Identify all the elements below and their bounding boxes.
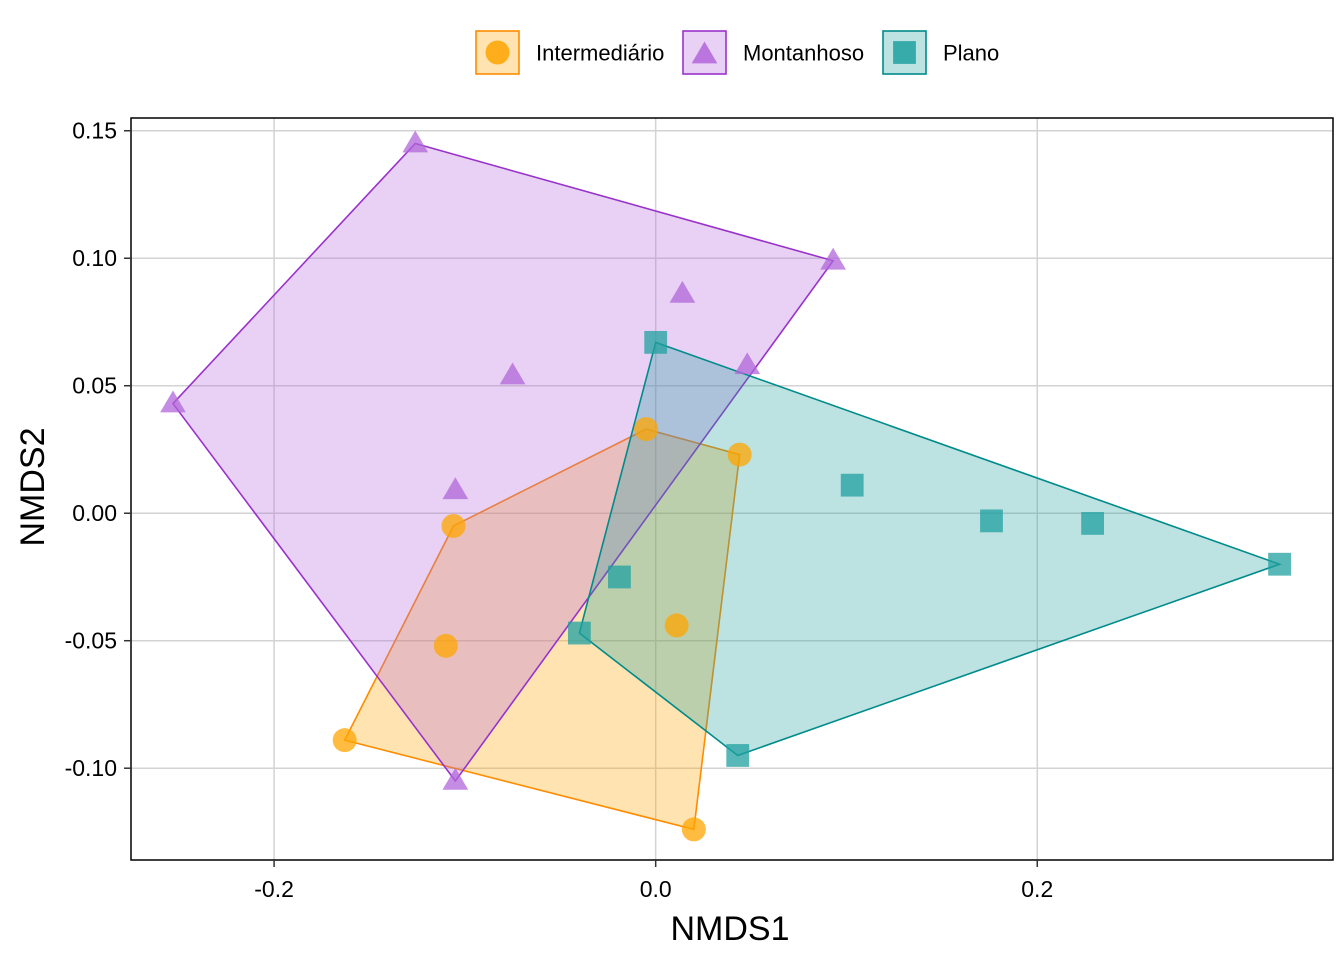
point-triangle	[442, 477, 469, 500]
x-tick-label: 0.2	[1021, 876, 1053, 902]
legend-square-icon	[893, 41, 916, 64]
hull-circle	[343, 428, 741, 831]
y-tick-label: -0.05	[65, 628, 117, 654]
y-tick-label: 0.05	[72, 373, 117, 399]
point-square	[567, 621, 591, 645]
point-square	[840, 473, 864, 497]
point-square	[1268, 552, 1291, 576]
x-tick-label: 0.0	[640, 876, 672, 902]
y-tick-label: 0.15	[72, 118, 117, 144]
point-triangle	[669, 280, 696, 303]
point-circle	[441, 513, 466, 538]
y-tick-label: 0.10	[72, 245, 117, 271]
y-axis-label: NMDS2	[14, 427, 52, 546]
y-tick-label: 0.00	[72, 500, 117, 526]
plot-panel-border	[130, 117, 1334, 861]
y-axis-ticks: -0.10 -0.05 0.00 0.05 0.10 0.15	[65, 118, 131, 781]
point-triangle	[499, 362, 526, 385]
point-circle	[664, 613, 689, 638]
point-square	[980, 509, 1003, 533]
point-square	[644, 330, 668, 354]
point-circle	[433, 633, 458, 658]
legend-circle-icon	[485, 40, 510, 65]
data-points	[160, 130, 1291, 842]
gridlines	[131, 118, 1333, 860]
point-square	[608, 565, 631, 589]
point-triangle	[734, 352, 761, 375]
legend-triangle-icon	[691, 41, 718, 64]
point-triangle	[402, 130, 429, 153]
point-triangle	[160, 390, 186, 413]
x-tick-label: -0.2	[254, 876, 294, 902]
point-triangle	[442, 767, 469, 790]
point-circle	[681, 817, 706, 842]
convex-hulls	[171, 142, 1282, 831]
hull-square	[578, 341, 1282, 757]
legend: Intermediário Montanhoso Plano	[475, 30, 999, 75]
point-circle	[332, 728, 357, 753]
x-axis-label: NMDS1	[670, 910, 789, 948]
point-square	[726, 744, 750, 767]
point-circle	[727, 442, 752, 467]
point-square	[1081, 512, 1104, 535]
y-tick-label: -0.10	[65, 755, 117, 781]
legend-label: Plano	[943, 41, 999, 66]
point-triangle	[820, 247, 846, 270]
legend-label: Intermediário	[536, 41, 664, 66]
legend-label: Montanhoso	[743, 41, 864, 66]
x-axis-ticks: -0.2 0.0 0.2	[254, 860, 1053, 902]
point-circle	[634, 417, 659, 442]
